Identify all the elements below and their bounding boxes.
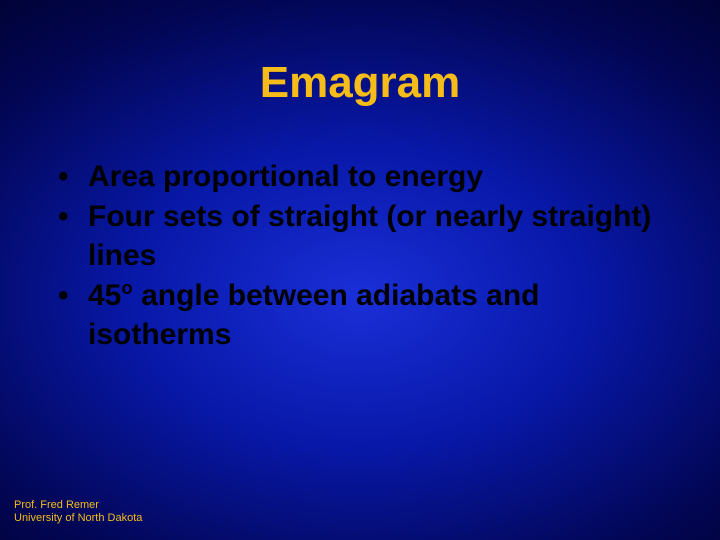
bullet-dot-icon: • [58, 198, 88, 236]
bullet-dot-icon: • [58, 277, 88, 315]
bullet-dot-icon: • [58, 158, 88, 196]
slide: Emagram • Area proportional to energy • … [0, 0, 720, 540]
bullet-item: • Four sets of straight (or nearly strai… [58, 198, 660, 275]
footer-line-2: University of North Dakota [14, 512, 142, 526]
bullet-list: • Area proportional to energy • Four set… [58, 158, 660, 356]
bullet-text: Four sets of straight (or nearly straigh… [88, 198, 660, 275]
bullet-item: • 45o angle between adiabats and isother… [58, 277, 660, 354]
bullet-item: • Area proportional to energy [58, 158, 660, 196]
bullet-text: 45o angle between adiabats and isotherms [88, 277, 660, 354]
slide-title: Emagram [0, 58, 720, 108]
footer: Prof. Fred Remer University of North Dak… [14, 499, 142, 527]
bullet-text: Area proportional to energy [88, 158, 660, 196]
footer-line-1: Prof. Fred Remer [14, 499, 142, 513]
